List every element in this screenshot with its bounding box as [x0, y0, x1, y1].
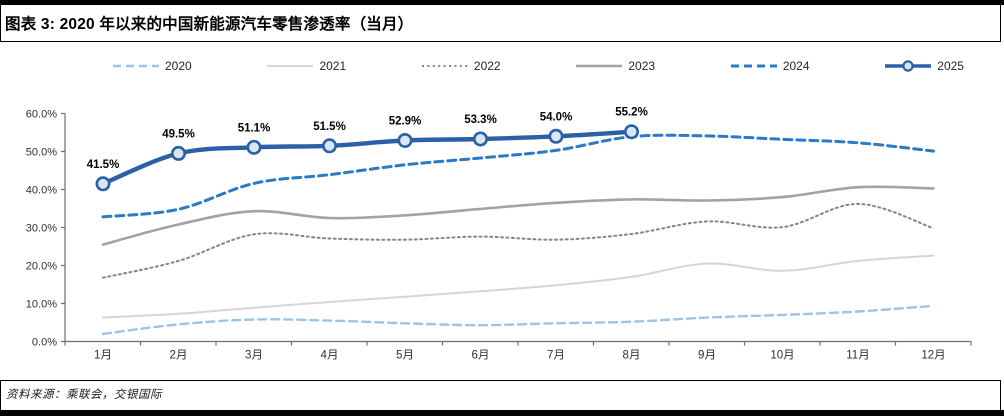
- y-axis-tick-label: 60.0%: [26, 109, 57, 121]
- data-point-marker-2025: [95, 176, 111, 192]
- y-axis-tick-label: 0.0%: [32, 337, 57, 349]
- top-border-bar: [0, 0, 1004, 5]
- data-label: 52.9%: [389, 115, 422, 127]
- x-axis-month-label: 10月: [770, 350, 794, 362]
- data-point-marker-2025: [397, 132, 413, 148]
- series-line-2024: [101, 133, 935, 219]
- legend-item-2021: 2021: [266, 59, 346, 73]
- source-note: 资料来源：乘联会，交银国际: [6, 389, 162, 401]
- x-axis-month-label: 5月: [396, 350, 414, 362]
- legend-label-2022: 2022: [473, 59, 501, 73]
- x-axis-month-label: 4月: [321, 350, 339, 362]
- x-axis-month-label: 8月: [623, 350, 641, 362]
- data-point-marker-2025: [472, 131, 488, 147]
- legend-label-2024: 2024: [782, 59, 810, 73]
- x-axis-month-label: 9月: [698, 350, 716, 362]
- y-axis-tick-label: 10.0%: [26, 299, 57, 311]
- data-label: 51.1%: [238, 122, 271, 134]
- data-point-marker-2025: [548, 128, 564, 144]
- series-line-2021: [102, 254, 935, 319]
- y-axis-tick-label: 20.0%: [26, 261, 57, 273]
- figure-title-band: 图表 3: 2020 年以来的中国新能源汽车零售渗透率（当月）: [0, 5, 1001, 42]
- y-axis-tick-label: 50.0%: [26, 147, 57, 159]
- figure-title: 图表 3: 2020 年以来的中国新能源汽车零售渗透率（当月）: [5, 16, 414, 33]
- data-point-marker-2025: [321, 138, 337, 154]
- legend-item-2025: 2025: [884, 59, 964, 73]
- legend-swatch-2022: [421, 65, 468, 67]
- x-axis-month-label: 11月: [846, 350, 869, 362]
- y-axis-tick-label: 40.0%: [26, 185, 57, 197]
- legend-item-2024: 2024: [730, 59, 810, 73]
- data-label: 51.5%: [313, 121, 346, 133]
- series-line-2023: [101, 185, 935, 246]
- legend-label-2025: 2025: [937, 59, 964, 73]
- chart-region: 2020 2021 2022 2023 2024 2025 0.0% 10.0% 20.0% 3…: [0, 43, 1004, 380]
- legend-item-2020: 2020: [112, 59, 192, 73]
- x-axis-month-label: 12月: [921, 350, 945, 362]
- series-line-2020: [101, 304, 935, 336]
- data-label: 41.5%: [87, 159, 120, 171]
- legend-label-2020: 2020: [165, 59, 192, 73]
- x-axis-month-label: 1月: [94, 350, 112, 362]
- data-label: 53.3%: [464, 114, 497, 126]
- x-axis-month-label: 2月: [170, 350, 188, 362]
- legend-swatch-2021: [267, 65, 314, 67]
- x-axis-month-label: 7月: [547, 350, 565, 362]
- data-label: 55.2%: [615, 107, 648, 119]
- series-line-2022: [102, 202, 935, 279]
- data-point-marker-2025: [171, 145, 187, 161]
- data-label: 49.5%: [162, 128, 195, 140]
- penetration-line-chart: 0.0% 10.0% 20.0% 30.0% 40.0% 50.0% 60.0% 1月 2月 3月…: [26, 107, 972, 362]
- x-axis-month-label: 3月: [245, 350, 263, 362]
- chart-legend: 2020 2021 2022 2023 2024 2025: [112, 57, 964, 75]
- legend-swatch-2023: [576, 64, 623, 68]
- legend-item-2022: 2022: [421, 59, 501, 73]
- source-band: 资料来源：乘联会，交银国际: [0, 380, 1001, 410]
- legend-item-2023: 2023: [575, 59, 655, 73]
- data-point-marker-2025: [246, 139, 262, 155]
- legend-swatch-2025: [885, 60, 932, 72]
- data-label: 54.0%: [540, 111, 573, 123]
- legend-swatch-2020: [113, 64, 159, 68]
- legend-label-2021: 2021: [319, 59, 347, 73]
- legend-label-2023: 2023: [628, 59, 656, 73]
- y-axis-tick-label: 30.0%: [26, 223, 57, 235]
- legend-swatch-2024: [730, 64, 777, 68]
- data-point-marker-2025: [623, 124, 639, 140]
- bottom-border-bar: [0, 410, 1004, 416]
- x-axis-month-label: 6月: [472, 350, 490, 362]
